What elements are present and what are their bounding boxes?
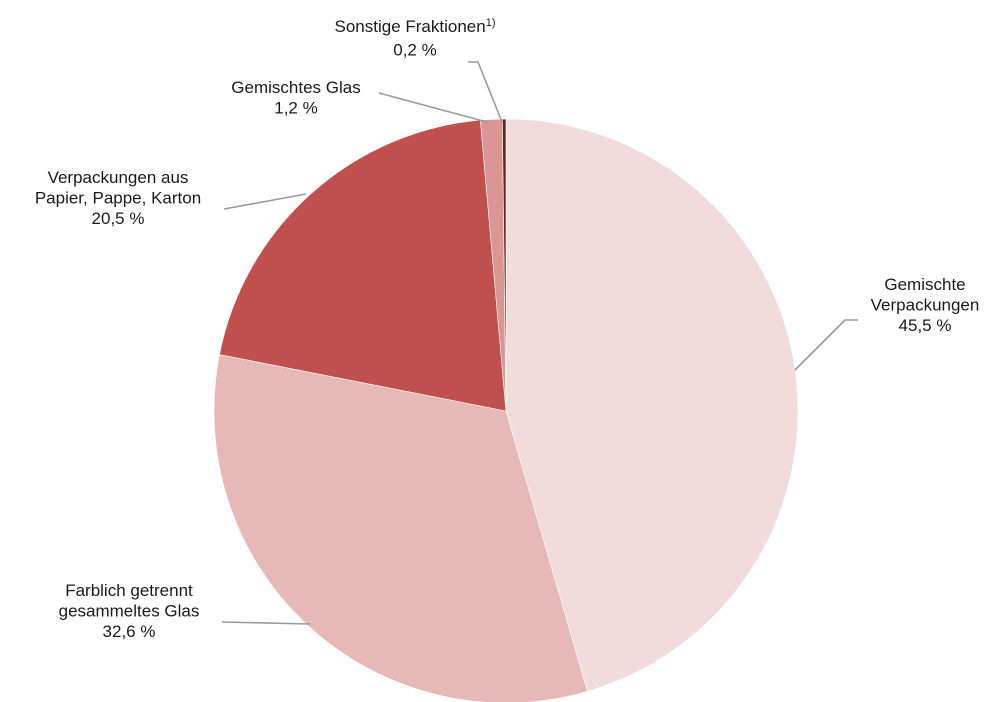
slice-value: 1,2 % [274,98,317,117]
leader-line-gemischte-verpackungen [795,320,858,370]
slice-label-farblich-getrennt-gesammeltes-glas: Farblich getrennt gesammeltes Glas 32,6 % [59,581,200,641]
pie-slices [214,119,798,702]
leader-line-farblich-getrennt-gesammeltes-glas [222,622,310,624]
slice-label-gemischtes-glas: Gemischtes Glas 1,2 % [231,78,360,117]
slice-label-verpackungen-aus-papier-pappe-karton: Verpackungen aus Papier, Pappe, Karton 20,… [35,168,201,228]
slice-label-sonstige-fraktionen: Sonstige Fraktionen1) 0,2 % [335,17,496,60]
slice-value: 20,5 % [92,209,145,228]
footnote-marker: 1) [486,17,496,29]
leader-line-sonstige-fraktionen [468,62,502,122]
slice-value: 0,2 % [393,41,436,60]
leader-line-gemischtes-glas [379,93,487,122]
slice-value: 32,6 % [103,622,156,641]
slice-value: 45,5 % [899,316,952,335]
slice-label-gemischte-verpackungen: Gemischte Verpackungen 45,5 % [871,275,980,335]
leader-line-verpackungen-aus-papier-pappe-karton [224,194,306,209]
